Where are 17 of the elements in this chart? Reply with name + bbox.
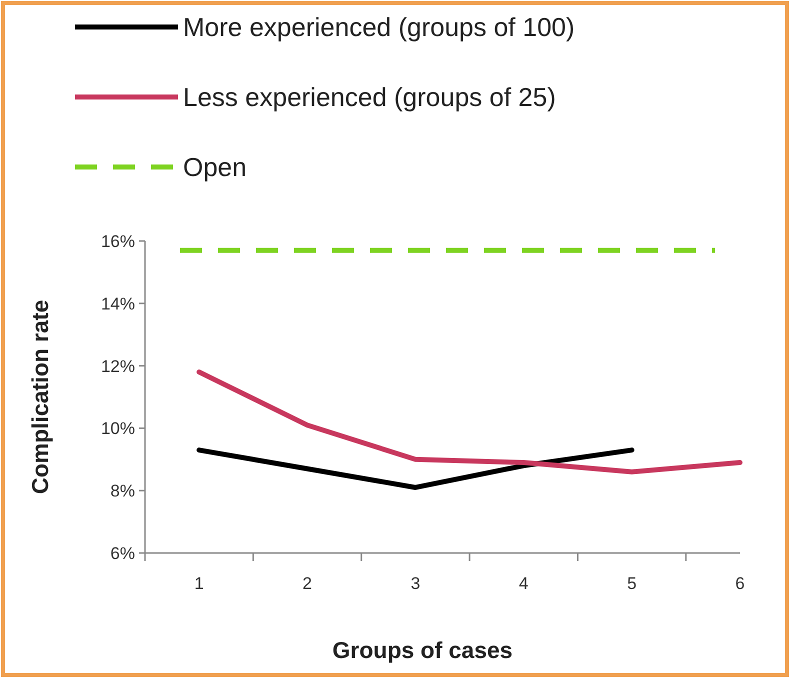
x-tick-label: 5 bbox=[627, 574, 637, 593]
x-tick-label: 2 bbox=[302, 574, 312, 593]
y-tick-label: 16% bbox=[100, 232, 135, 251]
x-tick-label: 6 bbox=[735, 574, 745, 593]
legend-label: Open bbox=[183, 152, 247, 182]
y-tick-label: 14% bbox=[100, 294, 135, 314]
x-axis-title: Groups of cases bbox=[332, 637, 513, 663]
legend-label: More experienced (groups of 100) bbox=[183, 12, 575, 42]
y-tick-label: 6% bbox=[110, 544, 135, 563]
y-axis-title: Complication rate bbox=[27, 300, 53, 494]
y-tick-label: 10% bbox=[100, 419, 135, 438]
x-tick-label: 4 bbox=[518, 574, 528, 593]
x-tick-label: 1 bbox=[194, 574, 204, 593]
y-tick-label: 12% bbox=[100, 356, 135, 376]
x-tick-label: 3 bbox=[410, 574, 420, 593]
legend-label: Less experienced (groups of 25) bbox=[183, 82, 556, 112]
y-tick-label: 8% bbox=[110, 482, 135, 501]
